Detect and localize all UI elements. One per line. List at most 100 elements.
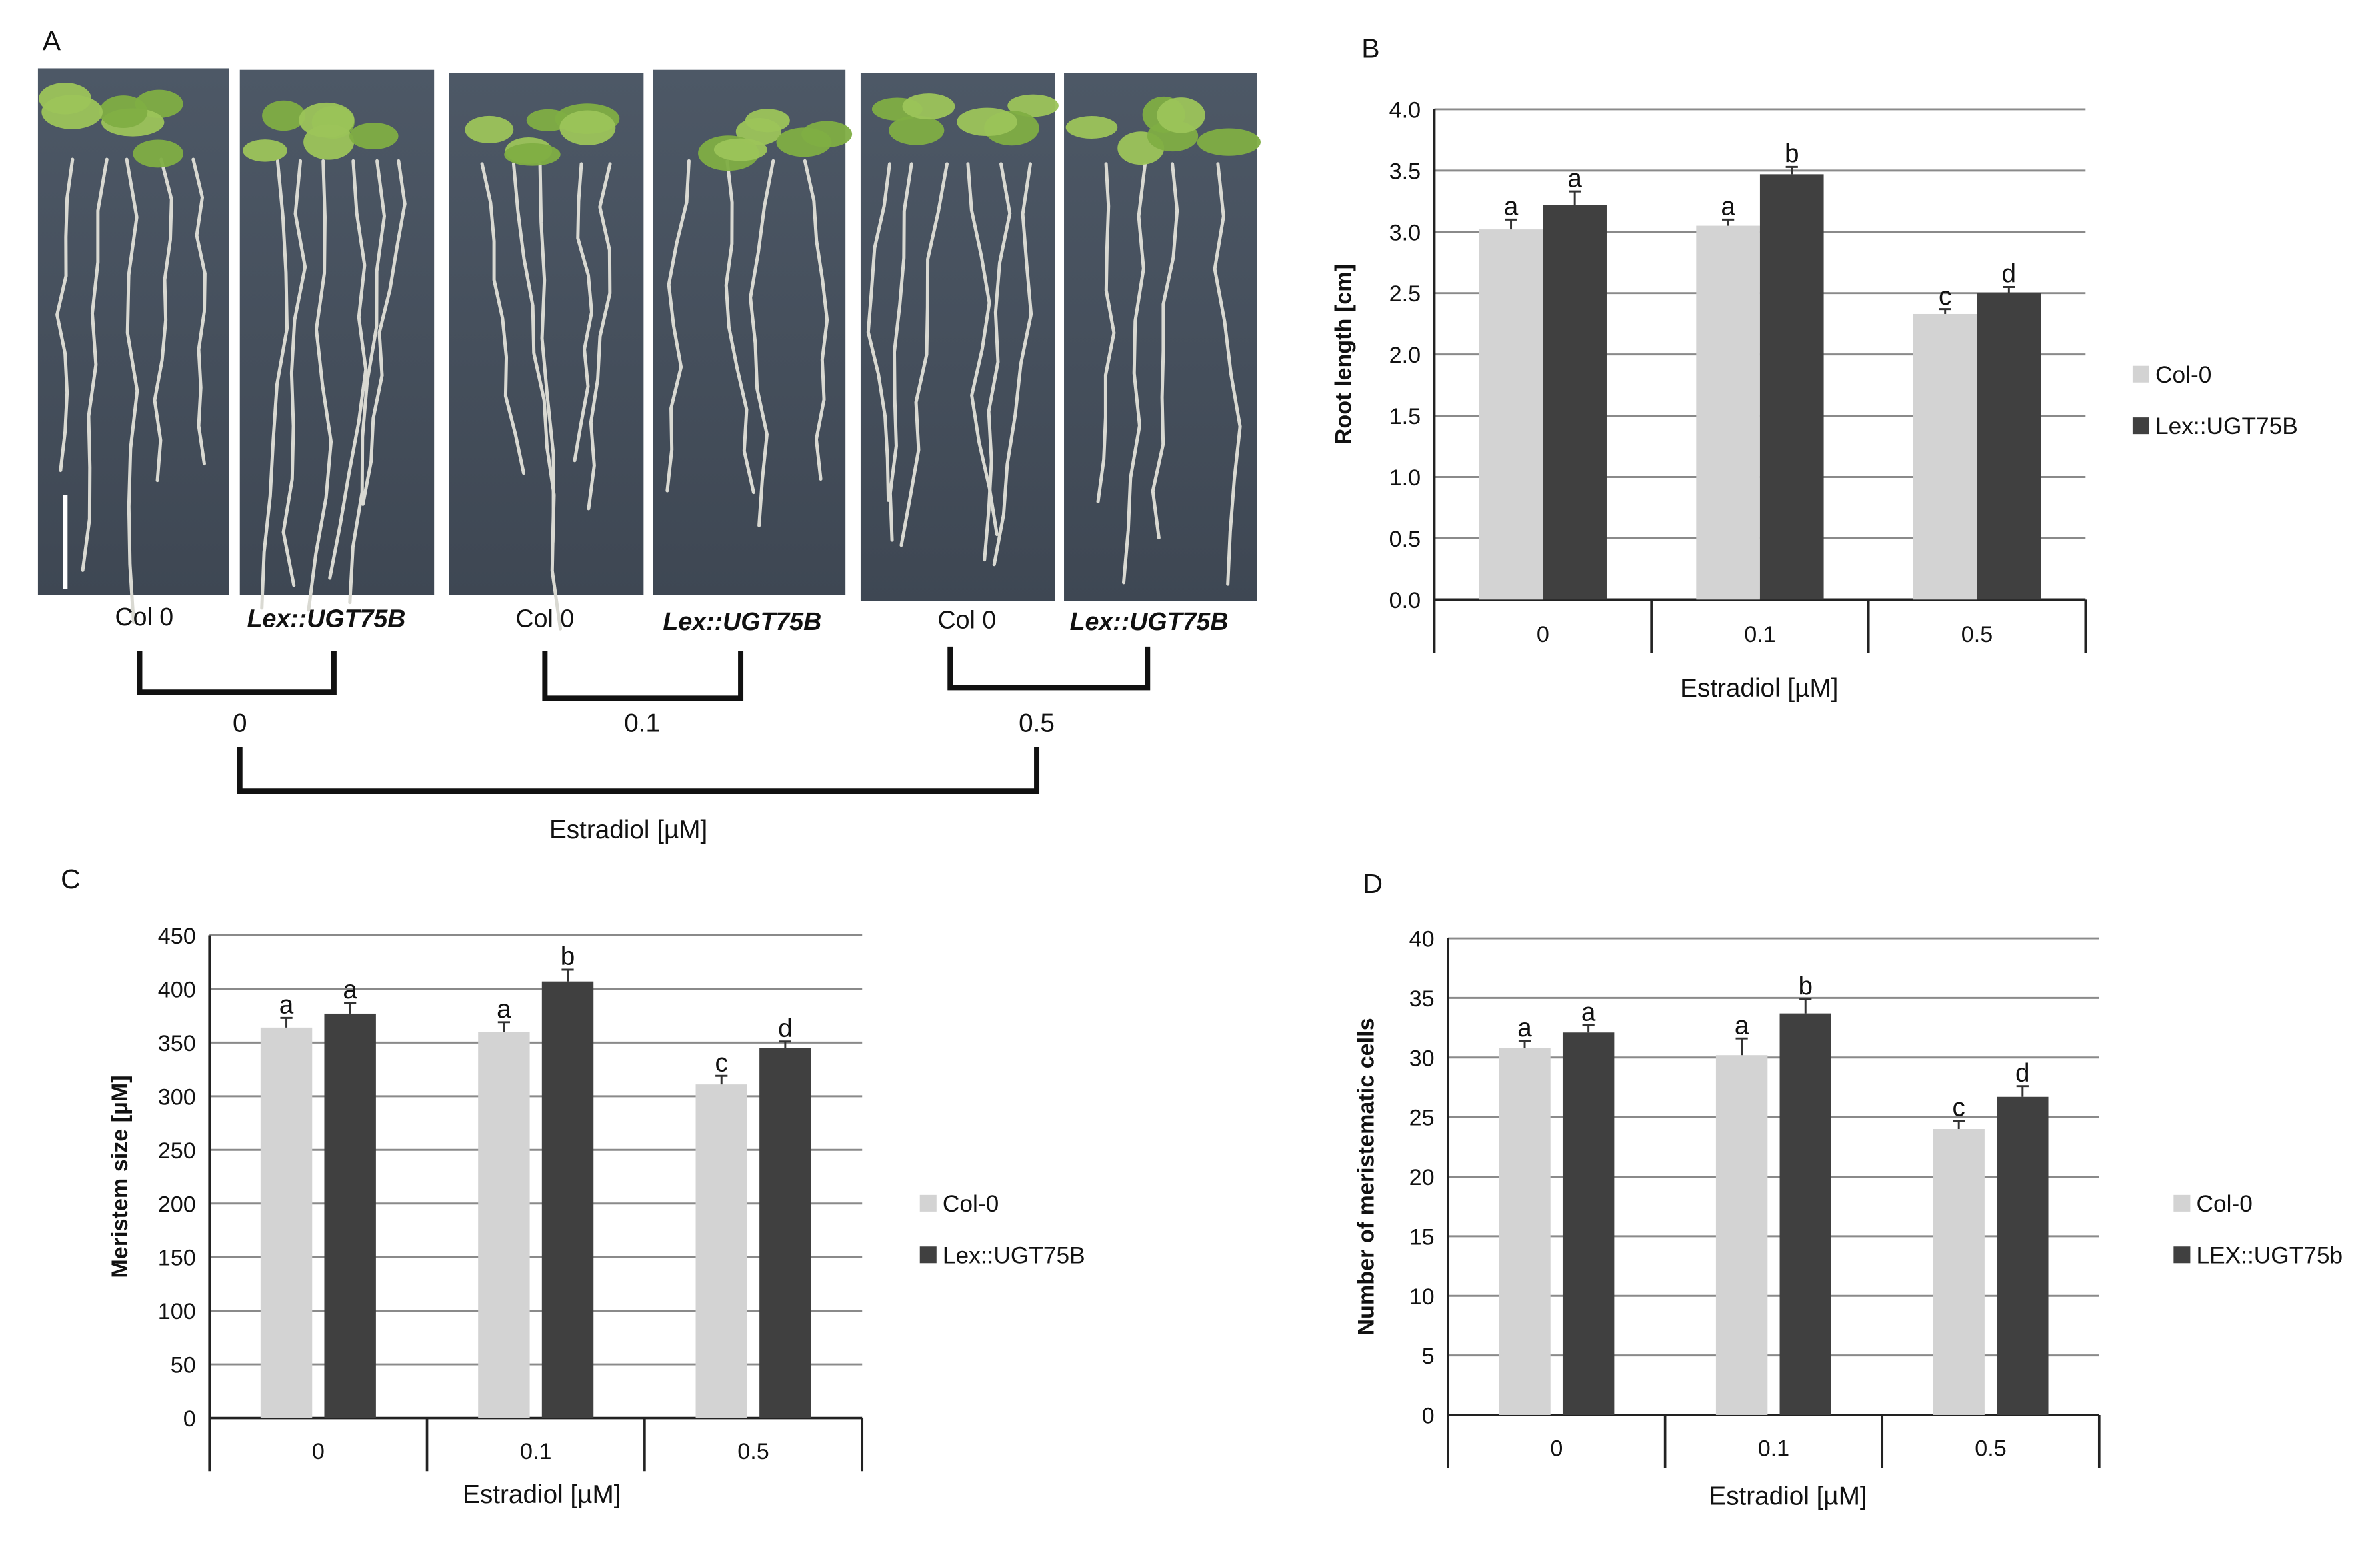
leaf-lex-0 [262,100,305,131]
chart-root-length: B 0.0 0.5 1.0 1.5 2.0 2.5 3.0 3.5 4.0 a a 0 a b 0.1 c d 0… [1331,33,2297,703]
y-tick-label: 100 [158,1299,196,1324]
root-col0-05 [866,162,891,502]
conc-label-0: 0 [233,709,247,737]
significance-label: c [1939,282,1951,311]
y-tick-label: 20 [1409,1165,1435,1190]
root-col0-05 [966,162,999,537]
panel-b-letter: B [1361,33,1379,64]
leaf-lex-0 [349,122,399,150]
legend-label: Lex::UGT75B [943,1242,1085,1268]
y-tick-label: 0 [1422,1403,1435,1428]
bar-col-0 [1499,1048,1551,1415]
significance-label: a [1517,1014,1532,1042]
y-tick-label: 4.0 [1389,97,1421,123]
root-lex-01 [749,159,775,527]
root-col0-01 [511,162,556,544]
y-axis-title: Meristem size [µM] [107,1075,133,1278]
leaf-col0-0 [99,95,148,128]
y-tick-label: 2.5 [1389,281,1421,307]
photo-label-col0-05: Col 0 [937,606,996,634]
significance-label: a [1721,193,1735,221]
legend-label: Col-0 [2155,362,2211,388]
x-axis-title: Estradiol [µM] [1680,674,1838,703]
leaf-col0-01 [504,143,561,166]
y-tick-label: 1.5 [1389,404,1421,429]
root-col0-0 [153,157,173,483]
root-lex-0 [260,159,289,610]
legend-label: Col-0 [943,1191,999,1217]
bar-col-0 [1696,225,1760,600]
leaf-lex-05 [1065,116,1118,139]
bar-lex-ugt75b [1977,293,2041,600]
photo-label-col0-01: Col 0 [516,604,575,632]
legend-swatch [919,1194,937,1212]
bar-lex-ugt75b [324,1013,376,1418]
panel-d-letter: D [1363,868,1383,899]
y-tick-label: 50 [171,1353,196,1378]
legend-swatch [2132,365,2149,383]
root-col0-0 [55,157,75,473]
leaf-col0-05 [902,93,955,120]
bar-lex-ugt75b [541,981,594,1418]
root-lex-01 [803,159,829,481]
leaf-col0-05 [1007,94,1059,117]
y-tick-label: 30 [1409,1046,1435,1071]
genotype-labels: Col 0 Lex::UGT75B Col 0 Lex::UGT75B Col … [115,603,1228,635]
y-tick-label: 40 [1409,927,1435,952]
significance-label: d [778,1014,793,1043]
bar-lex-ugt75b [1759,174,1824,600]
significance-label: a [1581,998,1596,1027]
leaf-col0-05 [957,107,1017,137]
chart-meristem-size: C 0 50 100 150 200 250 300 350 400 450 a a 0 a b 0.1 c d 0… [61,864,1085,1509]
root-col0-01 [480,162,525,475]
bar-lex-ugt75b [1562,1032,1615,1415]
significance-label: a [1735,1011,1749,1040]
y-tick-label: 0.0 [1389,588,1421,613]
seedling-photos [37,68,1261,631]
significance-label: c [715,1048,728,1077]
y-axis-title: Number of meristematic cells [1353,1018,1379,1335]
significance-label: a [1567,164,1582,193]
x-category-label: 0 [1550,1436,1563,1461]
root-lex-0 [281,159,307,587]
y-tick-label: 0 [183,1406,196,1432]
root-col0-01 [587,162,612,511]
root-lex-0 [307,159,333,612]
concentration-brackets [137,646,1151,794]
significance-label: d [2002,260,2017,289]
significance-label: c [1953,1094,1965,1122]
x-category-label: 0.5 [1975,1436,2006,1461]
x-category-label: 0 [312,1439,325,1464]
root-col0-05 [888,162,913,542]
root-lex-05 [1096,162,1116,503]
photo-label-col0-0: Col 0 [115,603,173,631]
bar-col-0 [1913,313,1977,600]
panel-c-letter: C [61,864,81,894]
y-tick-label: 5 [1422,1344,1435,1369]
legend-swatch [919,1246,937,1264]
bracket-0 [137,651,337,695]
x-category-label: 0 [1537,622,1549,647]
leaf-col0-01 [559,110,616,145]
significance-label: a [1504,193,1519,221]
root-lex-05 [1121,162,1147,585]
leaf-col0-01 [465,115,514,143]
leaf-lex-01 [776,127,832,157]
root-col0-0 [191,157,207,466]
bar-col-0 [1933,1129,1985,1415]
y-tick-label: 1.0 [1389,465,1421,491]
y-tick-label: 2.0 [1389,343,1421,368]
legend-swatch [2132,417,2149,435]
x-category-label: 0.5 [1961,622,1993,647]
root-col0-05 [992,162,1033,567]
x-axis-title: Estradiol [µM] [463,1480,621,1509]
panel-a-axis-label: Estradiol [µM] [549,816,707,844]
significance-label: b [561,942,575,971]
leaf-col0-0 [41,95,103,129]
x-category-label: 0.5 [737,1439,769,1464]
significance-label: d [2015,1059,2030,1088]
root-lex-05 [1151,162,1179,540]
significance-label: b [1798,972,1813,1000]
legend-label: Lex::UGT75B [2155,413,2298,439]
bar-col-0 [260,1027,313,1418]
